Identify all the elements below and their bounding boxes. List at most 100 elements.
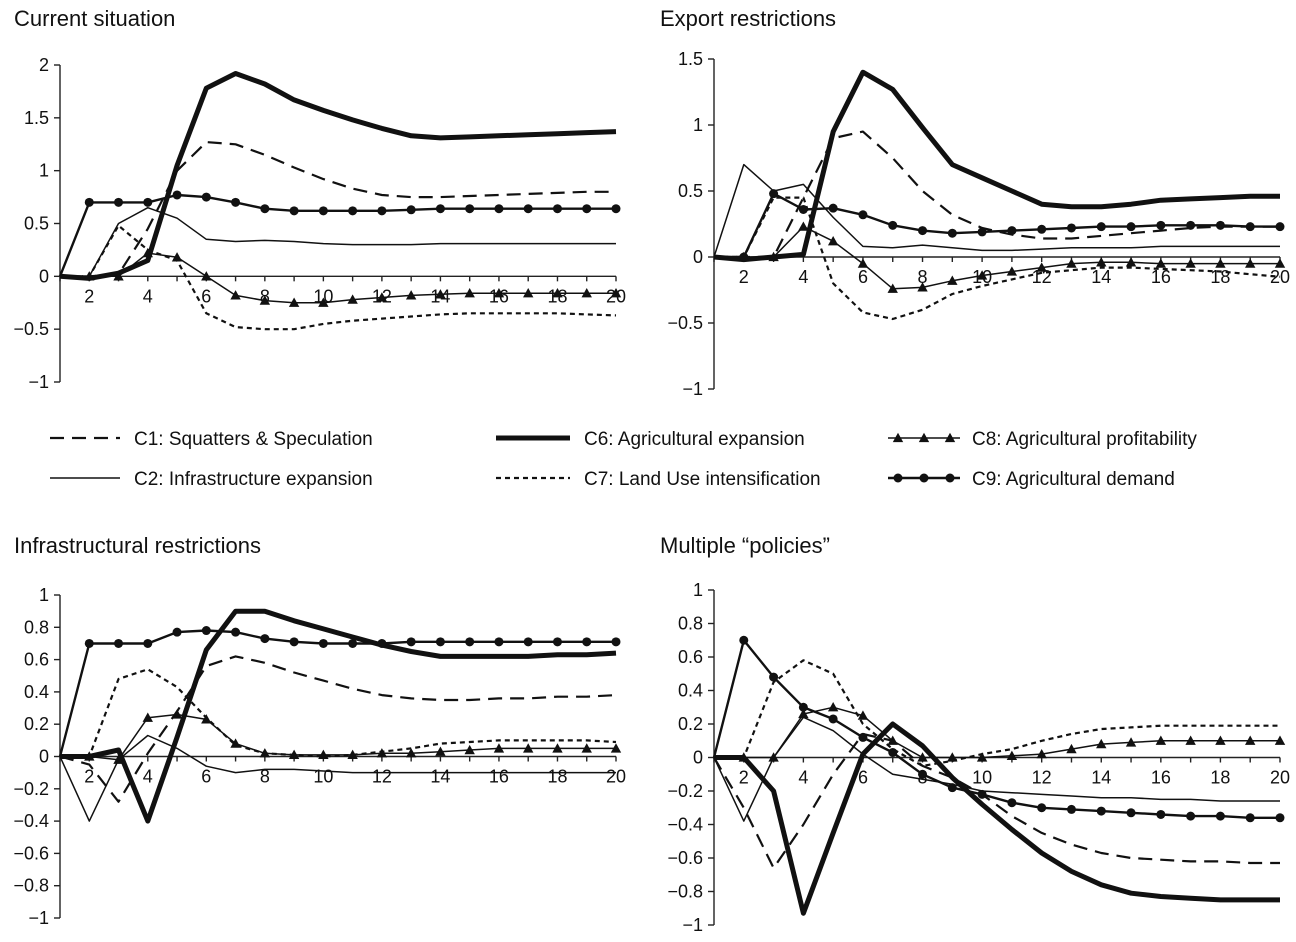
- series-c9: [58, 626, 621, 757]
- data-point-c9: [582, 637, 592, 647]
- data-point-c9: [377, 206, 387, 216]
- data-point-c9: [114, 638, 124, 648]
- data-point-c9: [1215, 811, 1225, 821]
- x-tick-label: 12: [372, 767, 392, 787]
- series-line-c2: [60, 206, 616, 278]
- x-tick-label: 4: [798, 768, 808, 788]
- series-c8: [60, 709, 622, 764]
- data-point-c9: [1245, 813, 1255, 823]
- data-point-c9: [172, 190, 182, 200]
- legend-label: C6: Agricultural expansion: [584, 429, 805, 450]
- data-point-c9: [143, 197, 153, 207]
- legend-marker: [892, 432, 904, 443]
- data-point-c9: [494, 204, 504, 214]
- data-point-c8: [288, 297, 300, 307]
- data-point-c8: [288, 749, 300, 760]
- legend-marker: [893, 473, 903, 483]
- data-point-c9: [1156, 809, 1166, 819]
- series-line-c7: [714, 196, 1281, 321]
- y-tick-label: 0.4: [24, 682, 49, 702]
- y-tick-label: −0.6: [667, 848, 703, 868]
- y-tick-label: 1.5: [24, 108, 49, 128]
- x-tick-label: 18: [1210, 768, 1230, 788]
- y-tick-label: −1: [28, 908, 49, 928]
- data-point-c8: [523, 743, 534, 753]
- series-line-c8: [60, 713, 616, 761]
- legend-item-c2: C2: Infrastructure expansion: [50, 469, 373, 490]
- data-point-c9: [798, 702, 808, 712]
- data-point-c8: [142, 247, 153, 258]
- data-point-c8: [171, 709, 183, 719]
- data-point-c8: [610, 743, 622, 753]
- panel-export-restrictions: Export restrictions −1−0.500.511.5246810…: [660, 6, 1290, 399]
- data-point-c8: [1215, 258, 1226, 268]
- data-point-c9: [1275, 222, 1285, 232]
- y-tick-label: 2: [39, 55, 49, 75]
- legend-marker: [945, 473, 955, 483]
- series-c2: [713, 163, 1280, 258]
- data-point-c8: [318, 749, 329, 760]
- data-point-c8: [113, 754, 124, 764]
- x-tick-label: 2: [739, 768, 749, 788]
- data-point-c9: [289, 637, 299, 647]
- legend-item-c8: C8: Agricultural profitability: [888, 429, 1197, 450]
- series-line-c2: [59, 734, 616, 822]
- x-tick-label: 20: [1270, 768, 1290, 788]
- data-point-c8: [142, 712, 153, 722]
- data-point-c9: [611, 204, 621, 214]
- y-tick-label: −0.6: [13, 843, 49, 863]
- data-point-c9: [377, 638, 387, 648]
- x-tick-label: 2: [84, 286, 94, 306]
- data-point-c9: [231, 197, 241, 207]
- data-point-c9: [977, 789, 987, 799]
- y-tick-label: 0.6: [24, 650, 49, 670]
- data-point-c8: [1036, 262, 1047, 272]
- data-point-c9: [888, 220, 898, 230]
- data-point-c9: [260, 634, 270, 644]
- data-point-c9: [406, 637, 416, 647]
- x-tick-label: 4: [798, 267, 808, 287]
- y-tick-label: −0.2: [13, 779, 49, 799]
- legend-label: C7: Land Use intensification: [584, 469, 821, 490]
- data-point-c9: [798, 204, 808, 214]
- data-point-c9: [828, 714, 838, 724]
- data-point-c9: [552, 204, 562, 214]
- data-point-c9: [1275, 813, 1285, 823]
- data-point-c8: [405, 290, 417, 300]
- data-point-c9: [172, 627, 182, 637]
- data-point-c8: [1096, 257, 1107, 267]
- data-point-c8: [464, 744, 475, 755]
- x-tick-label: 14: [1091, 267, 1111, 287]
- x-tick-label: 10: [972, 768, 992, 788]
- data-point-c8: [493, 743, 505, 753]
- series-line-c2: [713, 163, 1280, 258]
- panel-title: Multiple “policies”: [660, 533, 830, 558]
- y-tick-label: 0.5: [24, 214, 49, 234]
- data-point-c8: [1066, 743, 1077, 754]
- data-point-c9: [1186, 220, 1196, 230]
- legend-marker: [918, 432, 930, 443]
- data-point-c9: [828, 203, 838, 213]
- data-point-c8: [917, 752, 928, 762]
- data-point-c8: [1125, 737, 1137, 747]
- data-point-c9: [201, 626, 211, 636]
- data-point-c9: [1126, 222, 1136, 232]
- data-point-c9: [858, 210, 868, 220]
- data-point-c9: [1186, 811, 1196, 821]
- x-tick-label: 16: [1151, 768, 1171, 788]
- data-point-c9: [318, 638, 328, 648]
- x-tick-label: 16: [489, 767, 509, 787]
- data-point-c9: [611, 637, 621, 647]
- series-c6: [713, 69, 1280, 263]
- series-line-c7: [714, 659, 1280, 768]
- x-tick-label: 6: [858, 267, 868, 287]
- data-point-c9: [201, 192, 211, 202]
- x-tick-label: 6: [201, 286, 211, 306]
- data-point-c8: [552, 288, 563, 298]
- x-tick-label: 10: [313, 286, 333, 306]
- x-tick-label: 6: [858, 768, 868, 788]
- data-point-c9: [1066, 223, 1076, 233]
- data-point-c8: [230, 290, 241, 300]
- y-tick-label: 1.5: [678, 49, 703, 69]
- x-tick-label: 12: [1032, 768, 1052, 788]
